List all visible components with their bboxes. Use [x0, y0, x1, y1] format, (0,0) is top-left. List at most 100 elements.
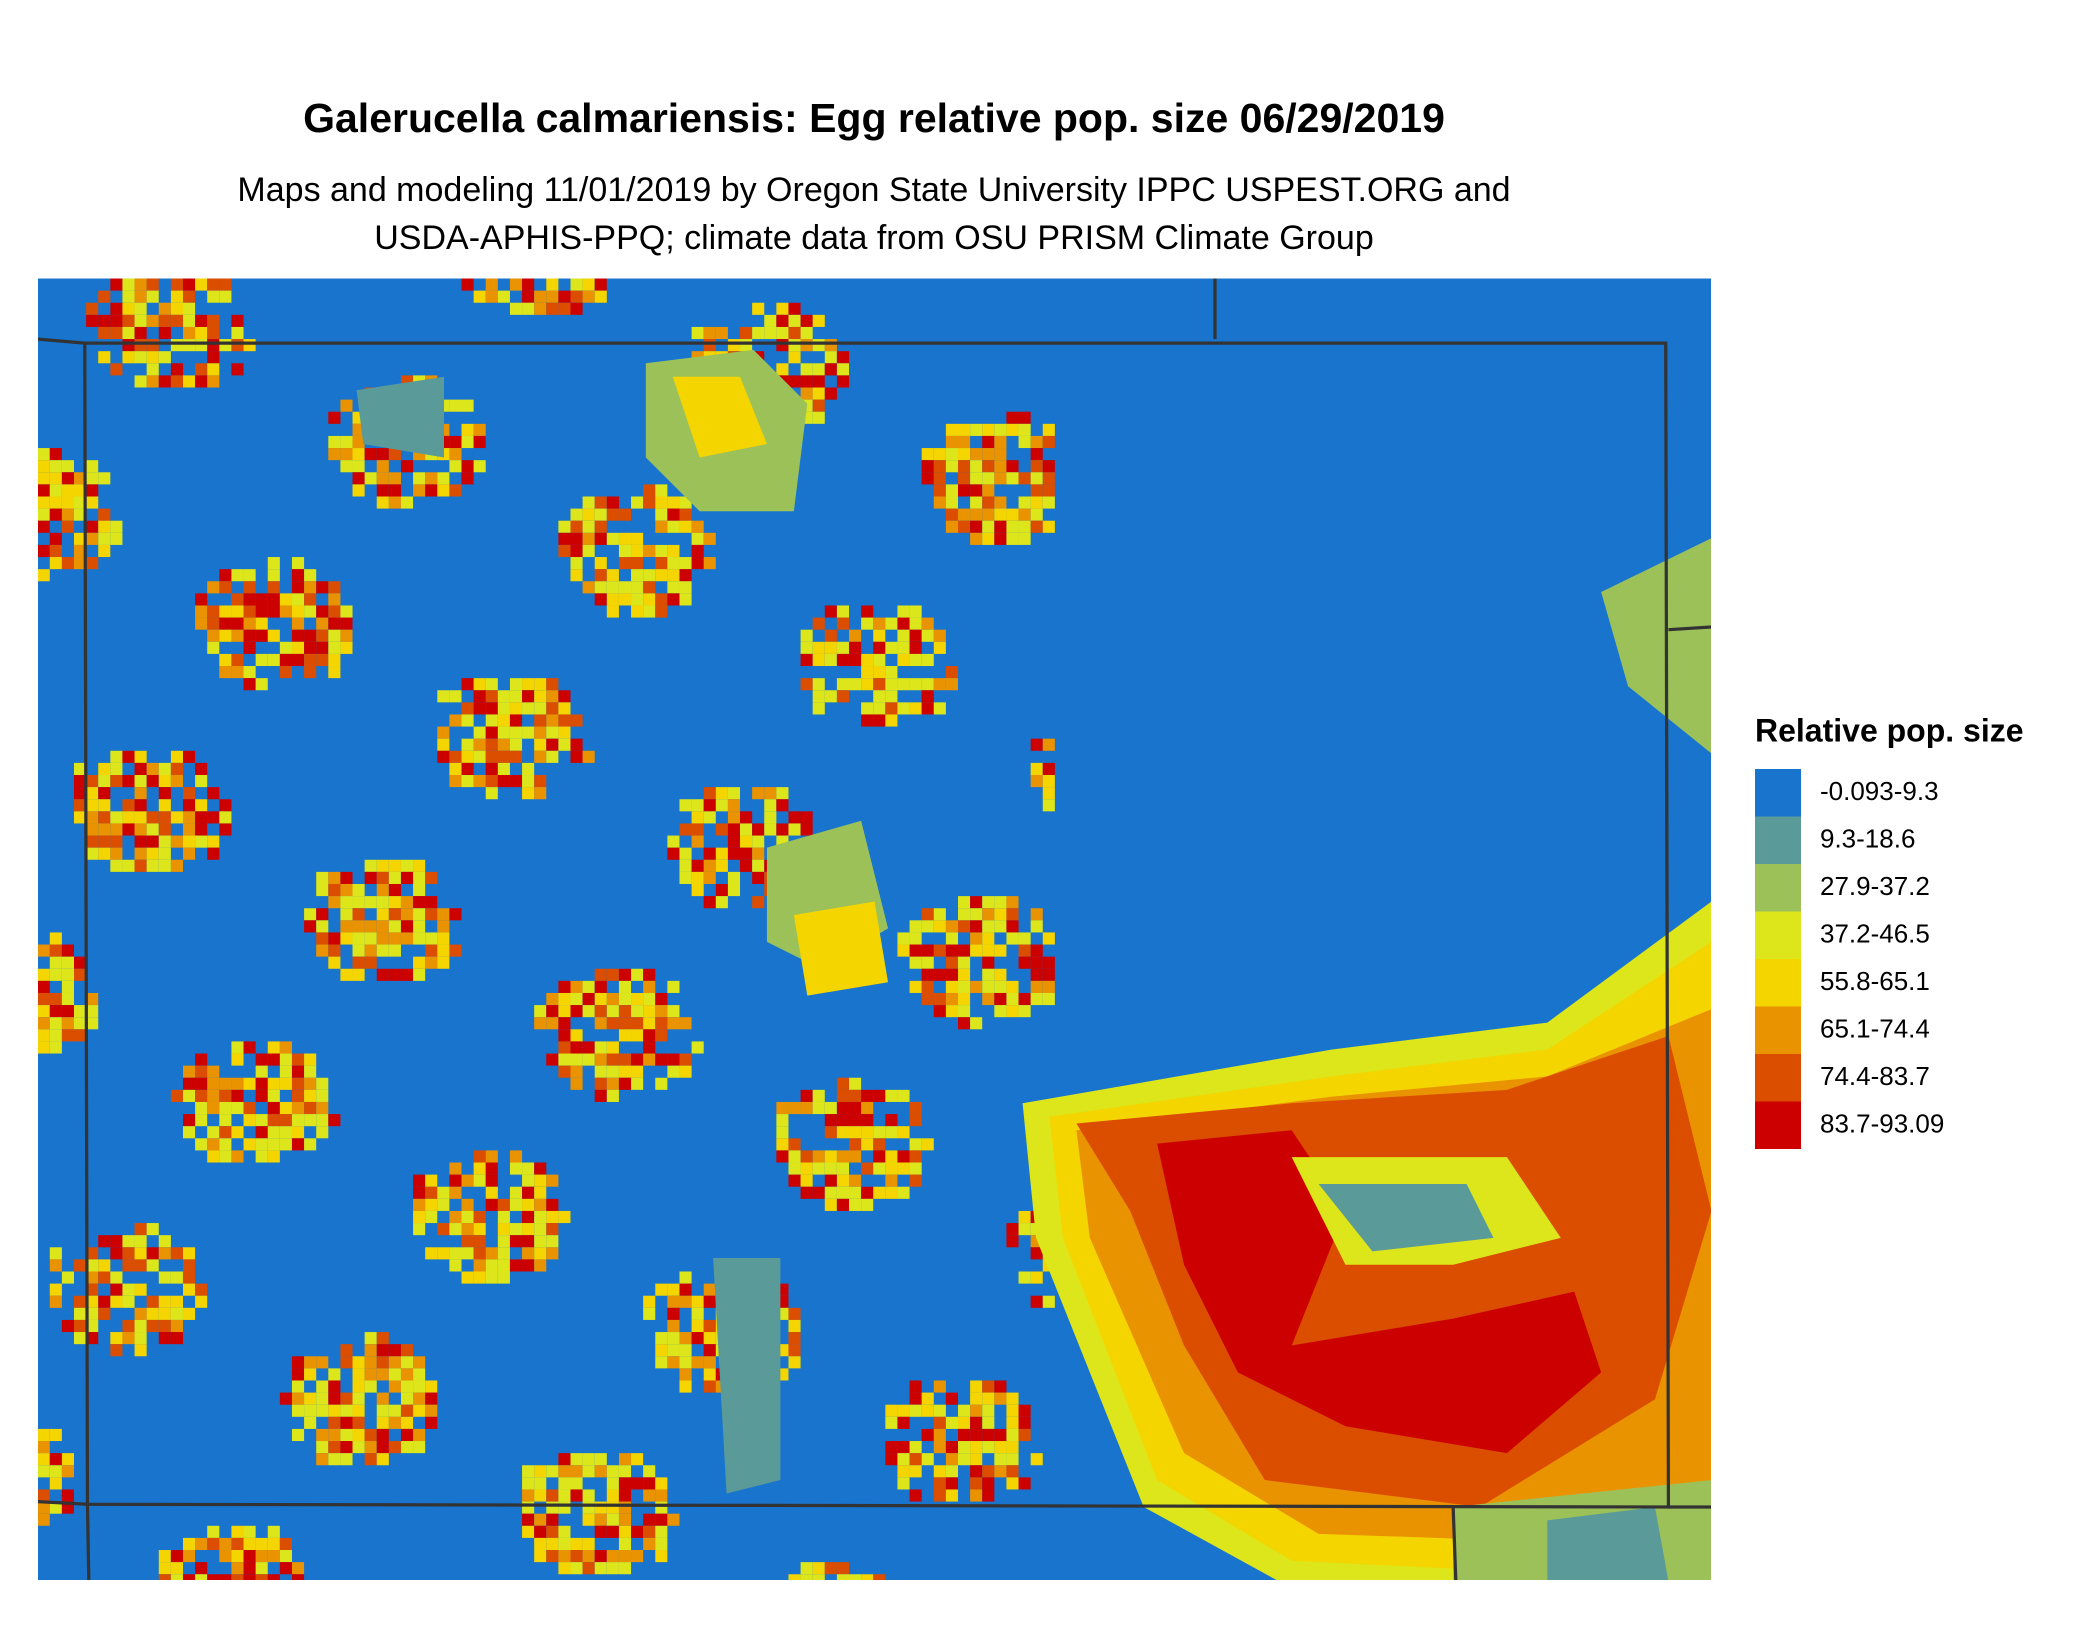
raster-cell	[752, 835, 765, 848]
raster-cell	[679, 1380, 692, 1393]
raster-cell	[207, 351, 220, 364]
raster-cell	[170, 1319, 183, 1333]
legend-swatch	[1755, 769, 1801, 817]
raster-cell	[909, 956, 922, 969]
legend-label: -0.093-9.3	[1820, 776, 1939, 806]
raster-cell	[703, 1283, 716, 1296]
raster-cell	[425, 871, 438, 884]
legend-label: 83.7-93.09	[1820, 1108, 1944, 1138]
raster-cell	[340, 1392, 353, 1405]
raster-cell	[376, 472, 389, 485]
raster-cell	[570, 278, 583, 291]
raster-cell	[340, 871, 353, 884]
raster-cell	[909, 1174, 922, 1187]
raster-cell	[618, 1525, 632, 1538]
raster-cell	[352, 932, 365, 945]
raster-cell	[74, 968, 87, 981]
raster-cell	[643, 484, 656, 497]
raster-cell	[1006, 1428, 1019, 1442]
raster-cell	[1018, 520, 1031, 533]
raster-cell	[170, 363, 183, 376]
raster-cell	[413, 883, 426, 897]
raster-cell	[61, 496, 75, 509]
raster-cell	[122, 290, 135, 303]
raster-cell	[243, 1574, 256, 1580]
raster-cell	[122, 1247, 135, 1260]
raster-cell	[618, 1501, 632, 1514]
raster-cell	[86, 1283, 99, 1296]
raster-cell	[122, 859, 135, 872]
raster-cell	[970, 908, 983, 921]
raster-cell	[449, 775, 462, 788]
raster-cell	[655, 1332, 668, 1345]
raster-cell	[909, 932, 922, 945]
raster-cell	[522, 1465, 535, 1478]
raster-cell	[134, 835, 147, 848]
raster-cell	[570, 290, 583, 303]
raster-cell	[836, 1101, 850, 1115]
raster-cell	[921, 629, 934, 642]
raster-cell	[994, 532, 1007, 545]
raster-cell	[594, 496, 607, 509]
raster-cell	[655, 1029, 668, 1042]
raster-cell	[267, 1114, 280, 1127]
raster-cell	[195, 1574, 208, 1580]
raster-cell	[352, 460, 365, 473]
raster-cell	[49, 992, 62, 1006]
raster-cell	[921, 920, 934, 933]
raster-cell	[243, 1562, 256, 1575]
raster-cell	[667, 581, 680, 594]
raster-cell	[546, 750, 559, 763]
raster-cell	[461, 678, 474, 691]
raster-cell	[836, 1562, 850, 1575]
raster-cell	[388, 944, 401, 957]
raster-cell	[655, 496, 668, 509]
raster-cell	[594, 557, 607, 570]
raster-cell	[594, 1562, 607, 1575]
raster-cell	[522, 302, 535, 315]
raster-cell	[534, 775, 547, 788]
raster-cell	[824, 1162, 837, 1175]
raster-cell	[836, 617, 850, 630]
raster-cell	[982, 992, 995, 1006]
raster-cell	[304, 1065, 317, 1078]
raster-cell	[461, 278, 474, 291]
raster-cell	[122, 326, 135, 340]
raster-cell	[38, 484, 50, 497]
raster-cell	[158, 1247, 171, 1260]
raster-cell	[425, 932, 438, 945]
raster-cell	[74, 557, 87, 570]
raster-cell	[110, 1235, 123, 1248]
raster-cell	[267, 1053, 280, 1066]
raster-cell	[425, 944, 438, 957]
raster-cell	[122, 799, 135, 812]
raster-cell	[534, 1198, 547, 1211]
raster-cell	[933, 1005, 946, 1018]
raster-cell	[897, 1465, 910, 1478]
raster-cell	[849, 1198, 862, 1211]
raster-cell	[231, 326, 244, 340]
raster-cell	[558, 1537, 571, 1551]
raster-cell	[691, 835, 704, 848]
raster-cell	[570, 1489, 583, 1502]
raster-cell	[38, 1489, 50, 1502]
raster-cell	[61, 508, 75, 521]
raster-cell	[146, 1223, 159, 1236]
raster-cell	[316, 581, 329, 594]
raster-cell	[376, 1453, 389, 1466]
raster-cell	[994, 920, 1007, 933]
legend-label: 9.3-18.6	[1820, 823, 1915, 853]
raster-cell	[279, 1392, 292, 1405]
raster-cell	[219, 629, 232, 642]
raster-cell	[812, 399, 825, 412]
raster-cell	[388, 1404, 401, 1417]
raster-cell	[800, 1089, 813, 1102]
raster-cell	[1030, 460, 1043, 473]
raster-cell	[897, 1126, 910, 1139]
raster-cell	[182, 339, 196, 352]
raster-cell	[86, 1005, 99, 1018]
raster-cell	[291, 1101, 305, 1115]
raster-cell	[122, 750, 135, 763]
raster-cell	[134, 375, 147, 388]
raster-cell	[812, 653, 825, 667]
